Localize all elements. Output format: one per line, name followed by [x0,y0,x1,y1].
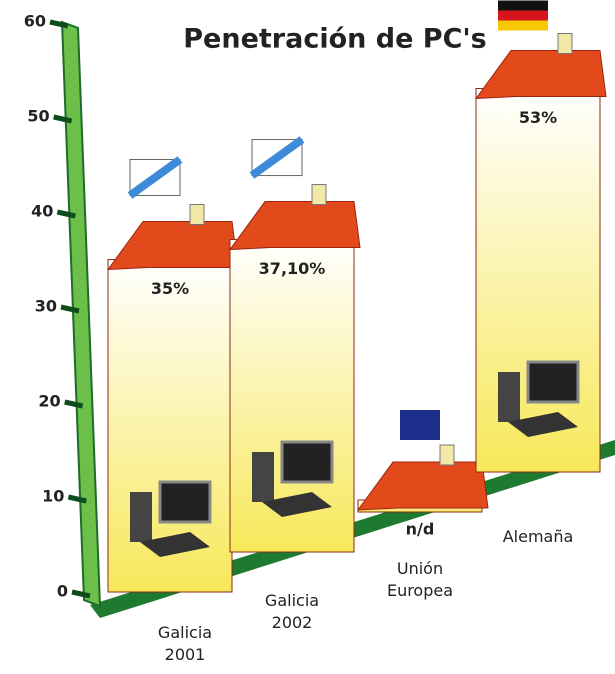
tick-mark [56,209,76,219]
tick-mark [71,589,91,599]
x-tick-label: Unión Europea [386,559,454,600]
y-axis [60,20,102,608]
x-tick-label: Galicia 2001 [157,623,213,664]
pc-keyboard [262,492,332,517]
pc-tower [498,372,520,422]
y-tick-label: 30 [35,297,57,316]
chimney [439,444,455,466]
chimney [311,184,327,206]
value-label: 53% [519,108,557,127]
roof [228,201,361,251]
roof [106,221,239,271]
pc-monitor [280,440,334,484]
x-tick-label: Galicia 2002 [264,591,320,632]
pc-tower [130,492,152,542]
pc-monitor [526,360,580,404]
value-label: 37,10% [259,259,326,278]
tick-mark [60,304,80,314]
pc-tower [252,452,274,502]
roof [356,461,489,511]
y-tick-label: 0 [57,582,68,601]
bar [475,88,601,473]
value-label: 35% [151,279,189,298]
flag-stripe [249,136,305,179]
pc-monitor [158,480,212,524]
flag [498,0,548,11]
value-label: n/d [406,520,435,539]
pc-keyboard [508,412,578,437]
y-tick-label: 50 [27,107,49,126]
flag [400,410,440,440]
chimney [189,204,205,225]
y-tick-label: 10 [42,487,64,506]
flag-stripe [127,156,183,199]
y-tick-label: 40 [31,202,53,221]
y-tick-label: 60 [24,12,46,31]
y-tick-label: 20 [38,392,60,411]
chart-title: Penetración de PC's [183,24,487,55]
tick-mark [64,399,84,409]
tick-mark [49,19,69,29]
tick-mark [67,494,87,504]
flag [498,20,548,31]
x-tick-label: Alemaña [502,527,574,546]
roof [474,50,607,100]
flag [498,10,548,21]
chimney [557,33,573,54]
tick-mark [53,114,73,124]
pc-keyboard [140,532,210,557]
